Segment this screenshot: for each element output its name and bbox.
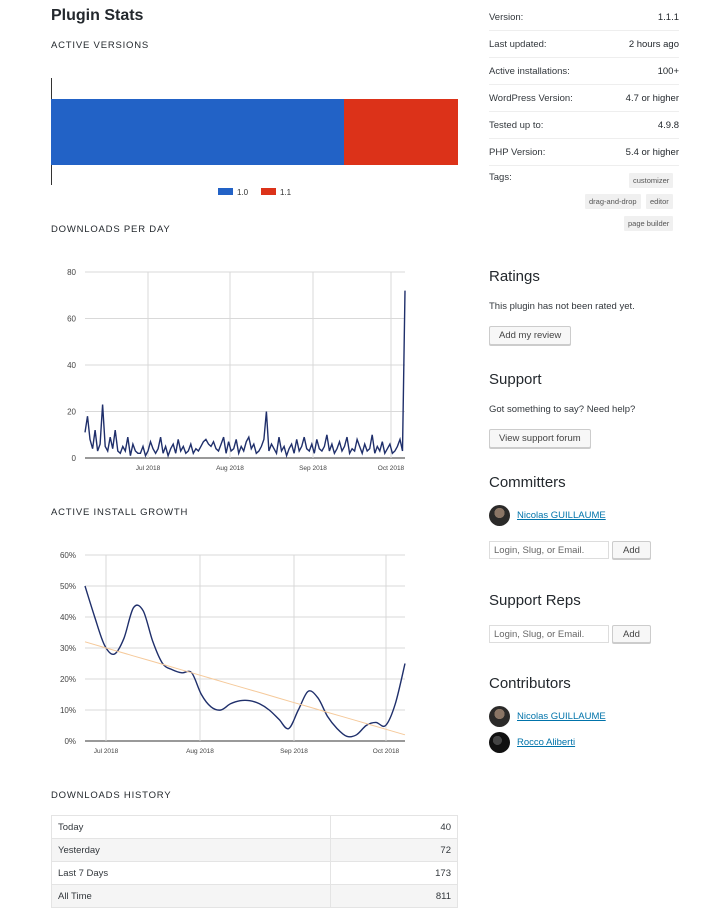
contributor-item: Nicolas GUILLAUME [489,706,606,727]
bar-version-1-1[interactable] [344,99,458,165]
history-value: 40 [330,815,458,839]
trend-line [84,641,406,736]
y-tick-label: 40 [67,361,76,370]
meta-tested-up-to: Tested up to: 4.9.8 [489,112,679,139]
meta-value: 2 hours ago [628,38,679,50]
table-row: All Time 811 [51,884,458,908]
x-tick-label: Sep 2018 [299,465,327,472]
meta-label: Last updated: [489,38,547,50]
active-versions-heading: ACTIVE VERSIONS [51,40,150,51]
contributors-heading: Contributors [489,675,571,692]
x-tick-label: Sep 2018 [280,748,308,755]
meta-value: 4.9.8 [657,119,679,131]
history-value: 173 [330,861,458,885]
downloads-per-day-heading: DOWNLOADS PER DAY [51,224,171,235]
bar-version-1-0[interactable] [51,99,344,165]
table-row: Last 7 Days 173 [51,861,458,885]
meta-version: Version: 1.1.1 [489,4,679,31]
x-tick-label: Oct 2018 [373,748,400,755]
x-tick-label: Jul 2018 [94,748,119,755]
y-tick-label: 0% [64,737,76,746]
tag-customizer[interactable]: customizer [629,173,674,188]
committers-heading: Committers [489,474,566,491]
series-line [84,290,406,459]
meta-label: Tested up to: [489,119,544,131]
legend-label-1-0: 1.0 [237,188,249,197]
tag-drag-and-drop[interactable]: drag-and-drop [585,194,641,209]
support-rep-input[interactable] [489,625,609,643]
x-tick-label: Aug 2018 [186,748,214,755]
history-value: 811 [330,884,458,908]
committer-item: Nicolas GUILLAUME [489,505,606,526]
x-tick-label: Aug 2018 [216,465,244,472]
tag-editor[interactable]: editor [646,194,673,209]
downloads-history-heading: DOWNLOADS HISTORY [51,790,172,801]
meta-active-installations: Active installations: 100+ [489,58,679,85]
meta-label: Version: [489,11,524,23]
history-label: Last 7 Days [51,861,331,885]
y-tick-label: 80 [67,268,76,277]
y-tick-label: 20 [67,408,76,417]
support-heading: Support [489,371,542,388]
active-install-growth-heading: ACTIVE INSTALL GROWTH [51,507,189,518]
downloads-history-table: Today 40 Yesterday 72 Last 7 Days 173 Al… [51,815,458,908]
legend-swatch-1-0 [218,188,233,195]
tags-label: Tags: [489,172,512,183]
table-row: Today 40 [51,815,458,839]
y-tick-label: 50% [60,582,76,591]
x-tick-label: Oct 2018 [378,465,405,472]
committer-link[interactable]: Nicolas GUILLAUME [517,510,606,521]
committer-input[interactable] [489,541,609,559]
table-row: Yesterday 72 [51,838,458,862]
add-support-rep-button[interactable]: Add [612,625,651,643]
support-reps-heading: Support Reps [489,592,581,609]
view-support-forum-button[interactable]: View support forum [489,429,591,448]
ratings-text: This plugin has not been rated yet. [489,301,635,312]
x-tick-label: Jul 2018 [136,465,161,472]
ratings-heading: Ratings [489,268,540,285]
y-tick-label: 10% [60,706,76,715]
y-tick-label: 40% [60,613,76,622]
meta-label: WordPress Version: [489,92,573,104]
meta-php-version: PHP Version: 5.4 or higher [489,139,679,166]
history-label: Yesterday [51,838,331,862]
active-install-growth-chart: 0% 10% 20% 30% 40% 50% 60% Jul 2018 Aug 2018 Sep … [60,551,406,755]
y-tick-label: 20% [60,675,76,684]
meta-label: Active installations: [489,65,570,77]
add-review-button[interactable]: Add my review [489,326,572,345]
meta-value: 4.7 or higher [625,92,679,104]
legend-label-1-1: 1.1 [280,188,292,197]
y-tick-label: 0 [72,454,77,463]
page-title: Plugin Stats [51,7,144,24]
meta-wordpress-version: WordPress Version: 4.7 or higher [489,85,679,112]
y-tick-label: 30% [60,644,76,653]
series-line [84,585,406,738]
add-committer-button[interactable]: Add [612,541,651,559]
avatar [489,706,510,727]
meta-value: 1.1.1 [657,11,679,23]
avatar [489,505,510,526]
active-versions-chart: 1.0 1.1 [51,78,458,197]
history-label: Today [51,815,331,839]
legend-swatch-1-1 [261,188,276,195]
meta-value: 5.4 or higher [625,146,679,158]
meta-label: PHP Version: [489,146,546,158]
y-tick-label: 60% [60,551,76,560]
avatar [489,732,510,753]
history-label: All Time [51,884,331,908]
meta-value: 100+ [657,65,679,77]
y-tick-label: 60 [67,315,76,324]
meta-last-updated: Last updated: 2 hours ago [489,31,679,58]
contributor-link[interactable]: Rocco Aliberti [517,737,576,748]
contributor-link[interactable]: Nicolas GUILLAUME [517,711,606,722]
support-text: Got something to say? Need help? [489,404,636,415]
contributor-item: Rocco Aliberti [489,732,575,753]
downloads-per-day-chart: 0 20 40 60 80 Jul 2018 Aug 2018 Sep 2018 Oct 201… [67,268,406,472]
history-value: 72 [330,838,458,862]
tag-page-builder[interactable]: page builder [624,216,674,231]
